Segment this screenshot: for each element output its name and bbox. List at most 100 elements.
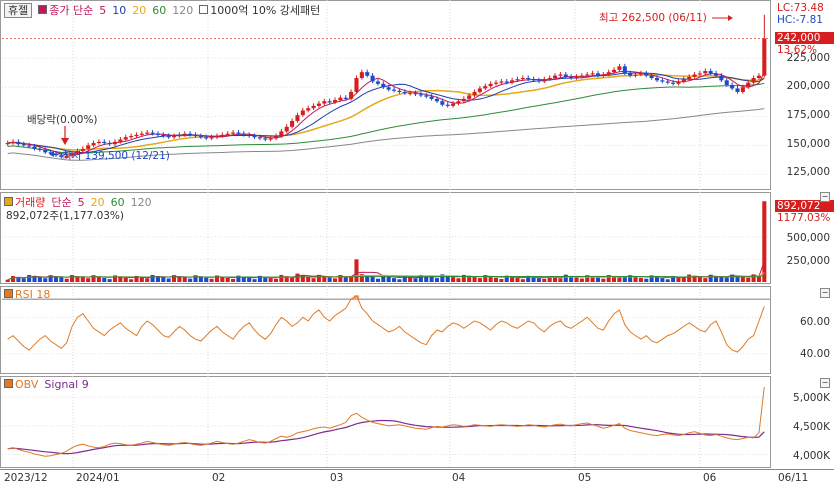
volume-bar bbox=[526, 275, 531, 282]
candle-body bbox=[504, 81, 509, 83]
volume-bar bbox=[595, 277, 601, 282]
candle-body bbox=[359, 72, 364, 78]
volume-bar bbox=[295, 273, 300, 282]
volume-bar bbox=[306, 277, 311, 282]
collapse-obv-button[interactable]: − bbox=[820, 378, 830, 388]
candle-body bbox=[91, 143, 96, 146]
volume-bar bbox=[654, 276, 660, 282]
candle-body bbox=[612, 69, 617, 73]
volume-bar bbox=[697, 277, 702, 282]
candle-body bbox=[413, 93, 418, 95]
volume-bar bbox=[730, 274, 735, 282]
volume-bar bbox=[676, 276, 681, 282]
candle-body bbox=[171, 136, 177, 138]
candle-body bbox=[21, 144, 26, 146]
volume-bar bbox=[456, 278, 461, 282]
candle-body bbox=[59, 155, 64, 157]
volume-bar bbox=[252, 279, 257, 282]
volume-bar bbox=[139, 277, 144, 282]
volume-ma60-line bbox=[7, 275, 765, 281]
volume-bar bbox=[392, 278, 397, 282]
rsi-overbought-fill bbox=[353, 295, 360, 300]
volume-bar bbox=[204, 277, 209, 282]
candle-body bbox=[241, 133, 246, 135]
collapse-rsi-button[interactable]: − bbox=[820, 288, 830, 298]
price-chart[interactable] bbox=[0, 0, 834, 190]
volume-bar bbox=[445, 276, 450, 282]
volume-bar bbox=[606, 275, 611, 282]
candle-body bbox=[499, 81, 504, 83]
rsi-chart[interactable] bbox=[0, 286, 834, 374]
volume-color-square bbox=[4, 197, 13, 206]
candle-body bbox=[585, 74, 590, 76]
volume-ma-label: 단순 bbox=[51, 196, 72, 209]
candle-body bbox=[515, 79, 520, 81]
rsi-color-square bbox=[4, 289, 13, 298]
volume-bar bbox=[569, 276, 574, 282]
volume-ytick: 500,000 bbox=[786, 232, 830, 244]
obv-chart[interactable] bbox=[0, 376, 834, 468]
volume-bar bbox=[284, 276, 289, 282]
low-marker-arrowhead bbox=[49, 151, 54, 157]
volume-bar bbox=[322, 276, 327, 282]
candle-body bbox=[182, 133, 187, 135]
candle-body bbox=[638, 73, 643, 75]
volume-bar bbox=[193, 275, 198, 282]
volume-bar bbox=[112, 275, 118, 282]
collapse-volume-button[interactable]: − bbox=[820, 192, 830, 202]
ma-period-20: 20 bbox=[132, 3, 147, 17]
candle-body bbox=[740, 87, 745, 92]
volume-bar bbox=[64, 278, 69, 282]
candle-body bbox=[644, 73, 649, 76]
candle-body bbox=[177, 134, 182, 137]
price-panel[interactable]: 휴젤 종가 단순 5 10 20 60 120 1000억 10% 강세패턴 L… bbox=[0, 0, 834, 190]
volume-ma-60: 60 bbox=[110, 195, 125, 209]
rsi-legend-label: RSI 18 bbox=[4, 288, 50, 301]
obv-panel[interactable]: OBV Signal 9 5,000K 4,500K 4,000K − bbox=[0, 376, 834, 468]
hc-value: HC:-7.81 bbox=[777, 14, 823, 26]
volume-bar bbox=[563, 274, 568, 282]
volume-bar bbox=[510, 276, 515, 282]
candle-body bbox=[493, 82, 499, 84]
volume-bar bbox=[171, 275, 177, 282]
candle-body bbox=[746, 82, 751, 88]
candle-body bbox=[692, 74, 697, 77]
volume-bar bbox=[408, 277, 413, 282]
volume-bar bbox=[332, 278, 338, 282]
volume-bar bbox=[493, 277, 499, 282]
pattern-legend: 1000억 10% 강세패턴 bbox=[199, 2, 320, 18]
candle-body bbox=[697, 73, 702, 75]
volume-bar bbox=[80, 277, 85, 282]
x-axis-label: 06/11 bbox=[778, 472, 809, 484]
volume-chart[interactable] bbox=[0, 192, 834, 284]
volume-bar bbox=[241, 276, 246, 282]
candle-body bbox=[209, 137, 214, 139]
current-price-tag: 242,000 bbox=[775, 32, 834, 44]
volume-bar bbox=[381, 275, 386, 282]
volume-bar bbox=[48, 275, 53, 282]
volume-bar bbox=[756, 276, 761, 282]
volume-current-value: 892,072주(1,177.03%) bbox=[6, 210, 125, 222]
volume-bar bbox=[21, 278, 26, 282]
candle-body bbox=[257, 137, 262, 139]
volume-bar bbox=[118, 276, 123, 282]
candle-body bbox=[327, 101, 332, 103]
candle-body bbox=[322, 101, 327, 104]
volume-bar bbox=[177, 276, 182, 282]
volume-bar bbox=[91, 275, 96, 282]
volume-bar bbox=[413, 278, 418, 282]
candle-body bbox=[193, 134, 198, 137]
candle-body bbox=[402, 91, 407, 94]
plot-frame bbox=[0, 192, 771, 284]
candle-body bbox=[252, 136, 257, 138]
volume-bar bbox=[290, 276, 295, 282]
volume-ma-120: 120 bbox=[130, 195, 152, 209]
rsi-legend: RSI 18 bbox=[4, 288, 50, 301]
volume-panel[interactable]: 거래량 단순 5 20 60 120 892,072주(1,177.03%) 8… bbox=[0, 192, 834, 284]
candle-body bbox=[145, 132, 150, 134]
stock-name-chip[interactable]: 휴젤 bbox=[4, 2, 33, 18]
candle-body bbox=[64, 155, 69, 157]
rsi-panel[interactable]: RSI 18 60.00 40.00 − bbox=[0, 286, 834, 374]
candle-body bbox=[429, 96, 434, 99]
candle-body bbox=[306, 108, 311, 111]
